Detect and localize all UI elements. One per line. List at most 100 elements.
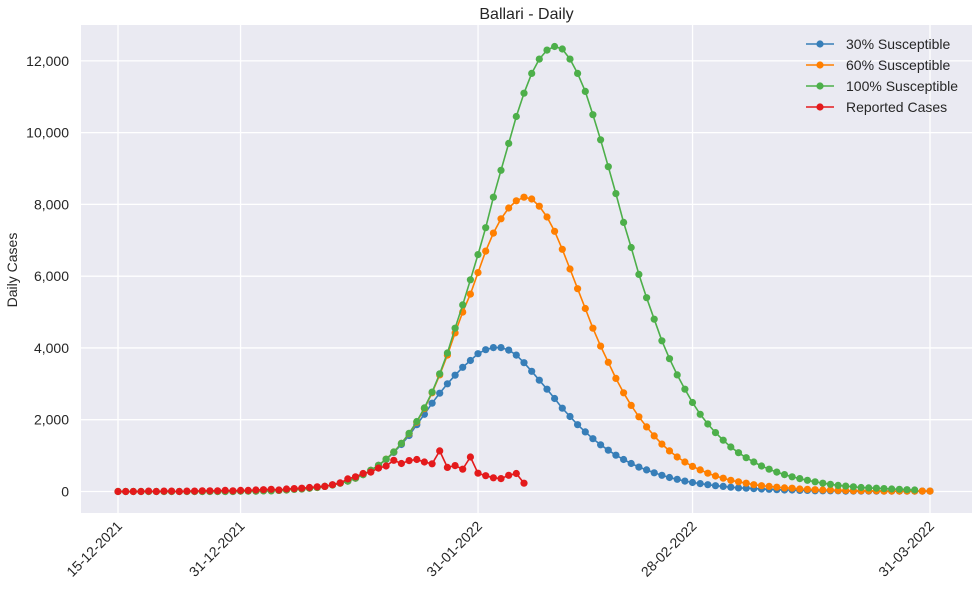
data-point bbox=[558, 404, 566, 412]
data-point bbox=[811, 486, 819, 494]
data-point bbox=[497, 344, 505, 352]
data-point bbox=[466, 453, 474, 461]
data-point bbox=[704, 481, 712, 489]
data-point bbox=[620, 218, 628, 226]
data-point bbox=[796, 485, 804, 493]
data-point bbox=[505, 139, 513, 147]
data-point bbox=[160, 487, 168, 495]
data-point bbox=[206, 487, 214, 495]
y-tick-label: 4,000 bbox=[34, 340, 69, 356]
data-point bbox=[665, 355, 674, 363]
x-tick-label: 31-03-2022 bbox=[875, 518, 937, 580]
data-point bbox=[451, 462, 459, 470]
data-point bbox=[811, 478, 819, 486]
data-point bbox=[658, 471, 666, 479]
data-point bbox=[773, 468, 781, 476]
data-point bbox=[612, 190, 620, 198]
data-point bbox=[742, 479, 750, 487]
data-point bbox=[497, 166, 505, 174]
data-point bbox=[704, 469, 712, 477]
data-point bbox=[673, 453, 681, 461]
legend-label: 60% Susceptible bbox=[846, 57, 951, 73]
legend-swatch-marker bbox=[816, 61, 824, 69]
data-point bbox=[451, 324, 459, 332]
data-point bbox=[635, 413, 643, 421]
data-point bbox=[581, 87, 589, 95]
data-point bbox=[681, 477, 689, 485]
data-point bbox=[505, 346, 513, 354]
data-point bbox=[512, 197, 520, 205]
data-point bbox=[551, 394, 559, 403]
data-point bbox=[658, 337, 666, 345]
data-point bbox=[627, 401, 635, 409]
data-point bbox=[727, 483, 735, 491]
data-point bbox=[512, 112, 520, 121]
x-tick-label: 28-02-2022 bbox=[638, 518, 700, 580]
data-point bbox=[589, 324, 597, 332]
data-point bbox=[581, 304, 589, 313]
series-reported-cases bbox=[114, 447, 528, 496]
data-point bbox=[742, 454, 750, 462]
data-point bbox=[535, 55, 543, 63]
data-point bbox=[650, 469, 658, 477]
data-point bbox=[443, 349, 451, 357]
data-point bbox=[344, 475, 352, 483]
data-point bbox=[252, 486, 260, 494]
data-point bbox=[359, 469, 367, 478]
data-point bbox=[727, 476, 735, 484]
data-point bbox=[482, 346, 490, 354]
data-point bbox=[466, 276, 474, 284]
x-tick-label: 31-12-2021 bbox=[186, 518, 248, 580]
data-point bbox=[459, 363, 467, 371]
data-point bbox=[566, 265, 574, 273]
y-tick-label: 2,000 bbox=[34, 412, 69, 428]
data-point bbox=[198, 487, 206, 495]
data-point bbox=[719, 436, 727, 444]
data-point bbox=[528, 367, 536, 375]
data-point bbox=[237, 486, 245, 494]
data-point bbox=[436, 447, 444, 455]
y-tick-label: 12,000 bbox=[26, 53, 69, 69]
data-point bbox=[834, 486, 842, 494]
data-point bbox=[459, 301, 467, 309]
data-point bbox=[321, 482, 329, 490]
data-point bbox=[581, 428, 589, 436]
data-point bbox=[543, 213, 551, 221]
plot-background bbox=[81, 25, 972, 513]
data-point bbox=[620, 389, 628, 397]
data-point bbox=[229, 487, 237, 495]
data-point bbox=[589, 111, 597, 119]
data-point bbox=[382, 462, 390, 470]
data-point bbox=[665, 473, 674, 482]
data-point bbox=[688, 398, 697, 407]
data-point bbox=[413, 417, 421, 426]
data-point bbox=[466, 356, 474, 365]
data-point bbox=[489, 229, 497, 237]
data-point bbox=[926, 487, 934, 495]
data-point bbox=[911, 486, 919, 494]
data-point bbox=[589, 435, 597, 443]
legend: 30% Susceptible 60% Susceptible 100% Susce… bbox=[806, 36, 958, 115]
data-point bbox=[597, 342, 605, 350]
legend-item: 100% Susceptible bbox=[806, 78, 958, 94]
data-point bbox=[428, 399, 436, 407]
data-point bbox=[420, 404, 428, 412]
data-point bbox=[597, 441, 605, 449]
data-point bbox=[214, 487, 222, 495]
data-point bbox=[328, 481, 337, 489]
data-point bbox=[750, 458, 758, 466]
data-point bbox=[834, 481, 842, 489]
data-point bbox=[643, 466, 651, 474]
data-point bbox=[849, 483, 858, 491]
data-point bbox=[451, 371, 459, 379]
data-point bbox=[551, 227, 559, 235]
data-point bbox=[535, 376, 543, 384]
data-point bbox=[382, 455, 390, 463]
data-point bbox=[857, 483, 865, 492]
data-point bbox=[221, 486, 229, 494]
x-tick-label: 31-01-2022 bbox=[423, 518, 485, 580]
data-point bbox=[765, 465, 773, 473]
data-point bbox=[612, 374, 620, 382]
y-tick-label: 0 bbox=[61, 483, 69, 499]
